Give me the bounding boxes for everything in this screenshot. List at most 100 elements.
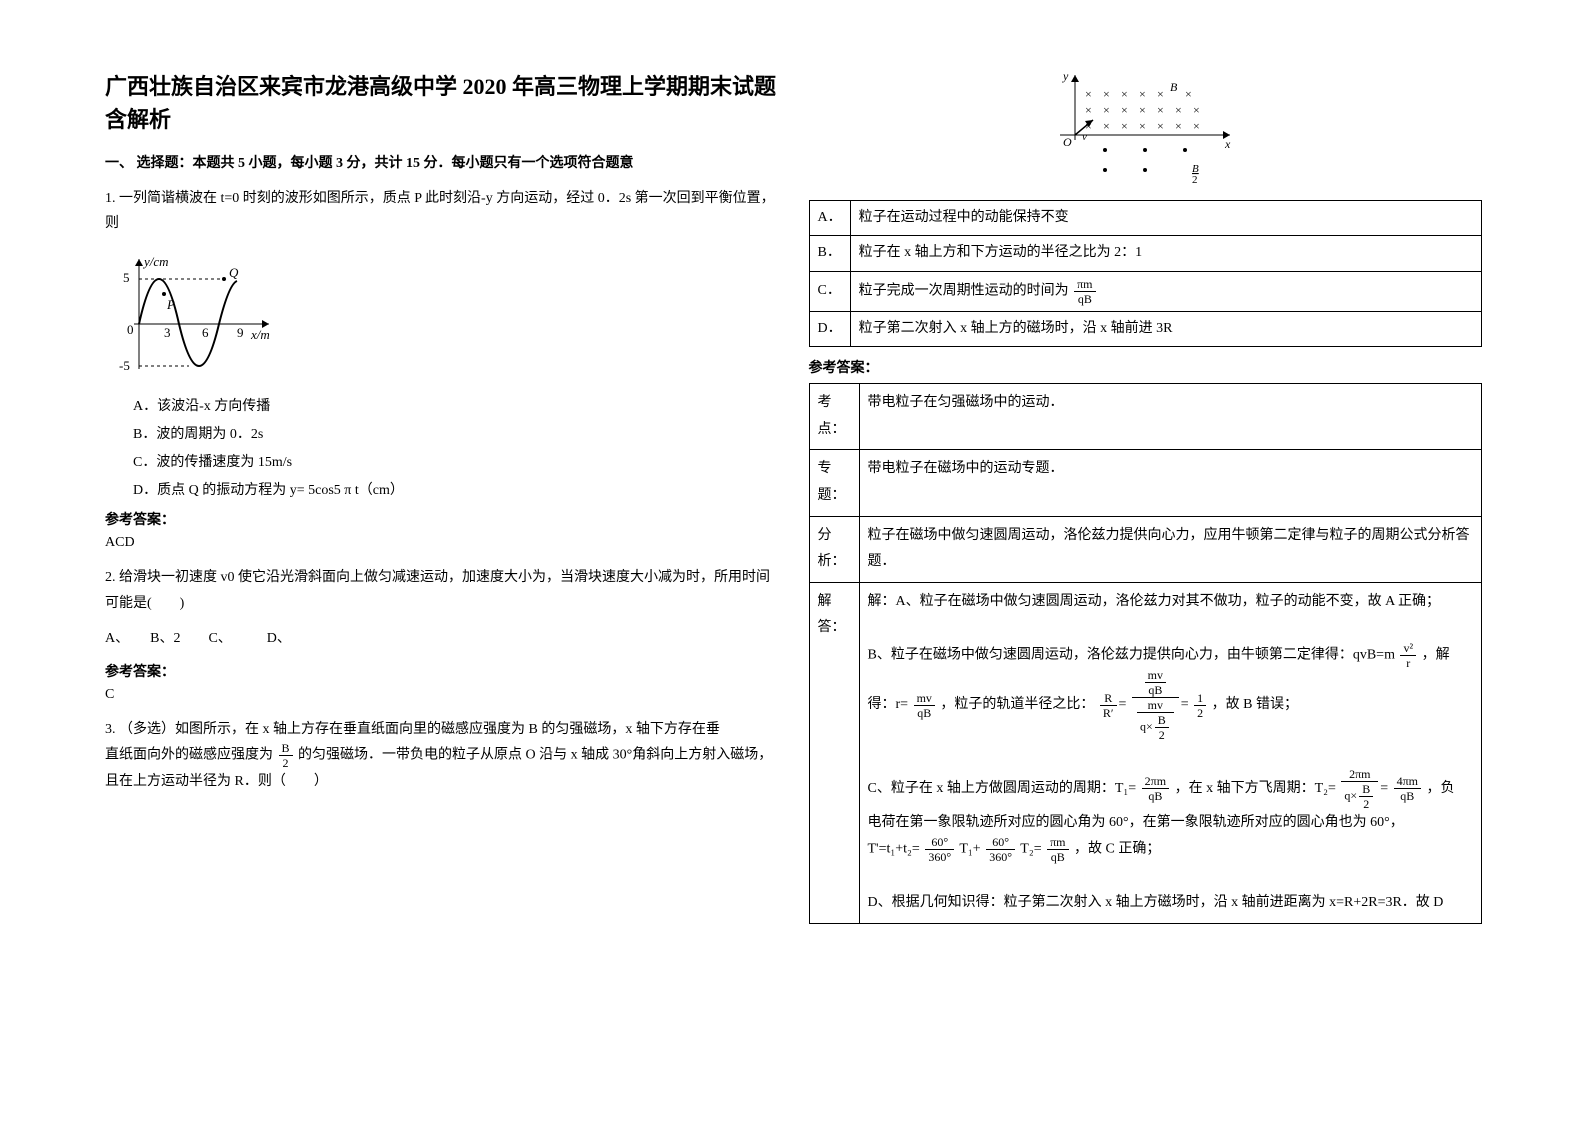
section-1-header: 一、 选择题：本题共 5 小题，每小题 3 分，共计 15 分．每小题只有一个选… <box>105 152 779 172</box>
table-row: 专题： 带电粒子在磁场中的运动专题． <box>809 450 1482 516</box>
q1-text: 1. 一列简谐横波在 t=0 时刻的波形如图所示，质点 P 此时刻沿-y 方向运… <box>105 186 779 236</box>
table-row: A． 粒子在运动过程中的动能保持不变 <box>809 201 1482 236</box>
svg-text:3: 3 <box>164 325 171 340</box>
svg-text:×: × <box>1139 87 1146 101</box>
frac-r-rprime: RR′ <box>1100 692 1117 719</box>
svg-text:×: × <box>1085 87 1092 101</box>
svg-text:×: × <box>1085 103 1092 117</box>
table-row: 分析： 粒子在磁场中做匀速圆周运动，洛伦兹力提供向心力，应用牛顿第二定律与粒子的… <box>809 516 1482 582</box>
cell-text: 粒子在磁场中做匀速圆周运动，洛伦兹力提供向心力，应用牛顿第二定律与粒子的周期公式… <box>859 516 1482 582</box>
opt-label: B． <box>809 236 850 271</box>
wave-diagram: y/cm x/m 0 5 -5 3 6 9 P Q <box>109 254 279 374</box>
svg-text:×: × <box>1175 103 1182 117</box>
jieda-c: C、粒子在 x 轴上方做圆周运动的周期：T₁= 2πmqB ，在 x 轴下方飞周… <box>868 768 1474 810</box>
frac-60-360a: 60°360° <box>925 836 954 863</box>
jieda-b3: 得：r= mvqB ，粒子的轨道半径之比： RR′= mvqB mvq×B2 =… <box>868 669 1474 741</box>
q3-text: 3. （多选）如图所示，在 x 轴上方存在垂直纸面向里的磁感应强度为 B 的匀强… <box>105 717 779 794</box>
svg-text:5: 5 <box>123 270 130 285</box>
svg-text:×: × <box>1121 103 1128 117</box>
frac-1-2: 12 <box>1194 692 1206 719</box>
q1-opt-a: A．该波沿-x 方向传播 <box>133 395 779 415</box>
svg-text:O: O <box>1063 135 1072 149</box>
svg-text:x/m: x/m <box>250 327 270 342</box>
q2-text: 2. 给滑块一初速度 v0 使它沿光滑斜面向上做匀减速运动，加速度大小为，当滑块… <box>105 565 779 615</box>
svg-text:v: v <box>1082 131 1087 143</box>
opt-c-text: 粒子完成一次周期性运动的时间为 <box>859 284 1069 299</box>
svg-text:×: × <box>1157 87 1164 101</box>
left-column: 广西壮族自治区来宾市龙港高级中学 2020 年高三物理上学期期末试题含解析 一、… <box>90 70 794 1092</box>
svg-text:×: × <box>1139 119 1146 133</box>
opt-label: C． <box>809 271 850 311</box>
svg-text:y: y <box>1062 70 1069 83</box>
cell-text: 解：A、粒子在磁场中做匀速圆周运动，洛伦兹力对其不做功，粒子的动能不变，故 A … <box>859 582 1482 923</box>
svg-text:9: 9 <box>237 325 244 340</box>
cell-label: 考点： <box>809 384 859 450</box>
svg-text:0: 0 <box>127 322 134 337</box>
svg-text:×: × <box>1121 119 1128 133</box>
svg-text:2: 2 <box>1192 174 1198 186</box>
svg-text:P: P <box>166 297 175 312</box>
svg-text:Q: Q <box>229 265 239 280</box>
frac-60-360b: 60°360° <box>986 836 1015 863</box>
svg-text:-5: -5 <box>119 358 130 373</box>
svg-text:×: × <box>1157 119 1164 133</box>
jieda-c5: T'=t₁+t₂= 60°360° T₁+ 60°360° T₂= πmqB ，… <box>868 836 1474 863</box>
frac-v2-r: v²r <box>1400 642 1416 669</box>
q2-answer: C <box>105 687 779 703</box>
cell-text: 带电粒子在匀强磁场中的运动． <box>859 384 1482 450</box>
svg-text:×: × <box>1121 87 1128 101</box>
opt-text: 粒子完成一次周期性运动的时间为 πmqB <box>850 271 1481 311</box>
q3-text-b: 直纸面向外的磁感应强度为 <box>105 748 273 763</box>
opt-label: D． <box>809 311 850 346</box>
opt-text: 粒子第二次射入 x 轴上方的磁场时，沿 x 轴前进 3R <box>850 311 1481 346</box>
frac-2pim-qb: 2πmqB <box>1142 775 1169 802</box>
frac-2pim-qb2: 2πmq×B2 <box>1341 768 1378 810</box>
cell-label: 专题： <box>809 450 859 516</box>
svg-text:×: × <box>1193 119 1200 133</box>
table-row: 考点： 带电粒子在匀强磁场中的运动． <box>809 384 1482 450</box>
svg-text:×: × <box>1139 103 1146 117</box>
cell-text: 带电粒子在磁场中的运动专题． <box>859 450 1482 516</box>
svg-text:×: × <box>1185 87 1192 101</box>
q1-answer: ACD <box>105 535 779 551</box>
frac-4pim-qb: 4πmqB <box>1394 775 1421 802</box>
opt-text: 粒子在 x 轴上方和下方运动的半径之比为 2：1 <box>850 236 1481 271</box>
cell-label: 分析： <box>809 516 859 582</box>
svg-text:×: × <box>1193 103 1200 117</box>
cell-label: 解答： <box>809 582 859 923</box>
q2-options: A、 B、2 C、 D、 <box>105 626 779 651</box>
table-row: D． 粒子第二次射入 x 轴上方的磁场时，沿 x 轴前进 3R <box>809 311 1482 346</box>
svg-text:×: × <box>1157 103 1164 117</box>
frac-pi-m-qb: πmqB <box>1074 278 1095 305</box>
field-diagram: x y O ×××××× ××××××× ××××××× B B 2 v <box>1055 70 1235 190</box>
svg-text:x: x <box>1224 137 1231 151</box>
svg-text:y/cm: y/cm <box>142 254 169 269</box>
jieda-b: B、粒子在磁场中做匀速圆周运动，洛伦兹力提供向心力，由牛顿第二定律得：qvB=m… <box>868 615 1474 669</box>
svg-text:B: B <box>1170 80 1178 94</box>
svg-text:×: × <box>1103 103 1110 117</box>
right-column: x y O ×××××× ××××××× ××××××× B B 2 v A． … <box>794 70 1498 1092</box>
q3-options-table: A． 粒子在运动过程中的动能保持不变 B． 粒子在 x 轴上方和下方运动的半径之… <box>809 200 1483 347</box>
table-row: C． 粒子完成一次周期性运动的时间为 πmqB <box>809 271 1482 311</box>
table-row: 解答： 解：A、粒子在磁场中做匀速圆周运动，洛伦兹力对其不做功，粒子的动能不变，… <box>809 582 1482 923</box>
opt-label: A． <box>809 201 850 236</box>
frac-mv-qb: mvqB <box>914 692 935 719</box>
table-row: B． 粒子在 x 轴上方和下方运动的半径之比为 2：1 <box>809 236 1482 271</box>
q1-opt-b: B．波的周期为 0．2s <box>133 423 779 443</box>
jieda-d: D、根据几何知识得：粒子第二次射入 x 轴上方磁场时，沿 x 轴前进距离为 x=… <box>868 890 1474 917</box>
q1-answer-label: 参考答案： <box>105 509 779 529</box>
frac-b-2: B2 <box>279 742 293 769</box>
exam-title: 广西壮族自治区来宾市龙港高级中学 2020 年高三物理上学期期末试题含解析 <box>105 70 779 136</box>
svg-text:×: × <box>1103 87 1110 101</box>
jieda-a: 解：A、粒子在磁场中做匀速圆周运动，洛伦兹力对其不做功，粒子的动能不变，故 A … <box>868 589 1474 616</box>
frac-complex: mvqB mvq×B2 <box>1132 669 1179 741</box>
q3-answer-label: 参考答案： <box>809 357 1483 377</box>
svg-text:×: × <box>1103 119 1110 133</box>
frac-pim-qb: πmqB <box>1047 836 1068 863</box>
jieda-c4: 电荷在第一象限轨迹所对应的圆心角为 60°，在第一象限轨迹所对应的圆心角也为 6… <box>868 810 1474 837</box>
opt-text: 粒子在运动过程中的动能保持不变 <box>850 201 1481 236</box>
svg-text:6: 6 <box>202 325 209 340</box>
q1-opt-d: D．质点 Q 的振动方程为 y= 5cos5 π t（cm） <box>133 479 779 499</box>
q1-opt-c: C．波的传播速度为 15m/s <box>133 451 779 471</box>
q2-answer-label: 参考答案： <box>105 661 779 681</box>
